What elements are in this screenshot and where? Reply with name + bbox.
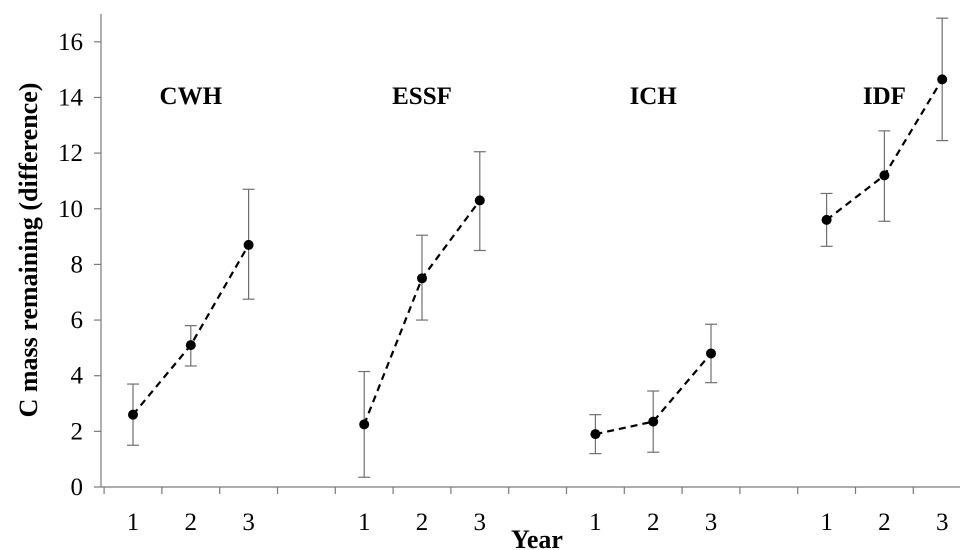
data-point xyxy=(185,340,196,351)
group-label: ICH xyxy=(630,83,678,110)
x-tick-label: 3 xyxy=(705,509,718,536)
data-point xyxy=(128,409,138,420)
x-tick-label: 3 xyxy=(474,509,487,536)
x-tick-label: 1 xyxy=(358,509,371,536)
y-tick-label: 16 xyxy=(58,29,83,56)
data-point xyxy=(359,419,370,430)
data-point xyxy=(417,273,427,284)
data-point xyxy=(590,429,601,440)
y-tick-label: 0 xyxy=(71,474,84,501)
x-tick-label: 3 xyxy=(936,509,949,536)
x-tick-label: 3 xyxy=(242,509,255,536)
group-label: IDF xyxy=(863,83,906,110)
y-tick-label: 10 xyxy=(58,196,83,223)
x-tick-label: 2 xyxy=(185,509,198,536)
data-point xyxy=(474,195,485,206)
y-tick-label: 4 xyxy=(71,363,84,390)
y-axis-title: C mass remaining (difference) xyxy=(14,83,43,418)
x-tick-label: 1 xyxy=(589,509,602,536)
data-point xyxy=(937,74,948,85)
x-axis-title: Year xyxy=(511,525,563,550)
data-point xyxy=(243,239,254,250)
y-tick-label: 14 xyxy=(58,84,84,111)
data-point xyxy=(879,170,890,181)
data-point xyxy=(706,348,716,359)
y-tick-label: 6 xyxy=(71,307,84,334)
y-tick-label: 2 xyxy=(71,418,84,445)
group-label: ESSF xyxy=(392,83,452,110)
y-tick-label: 8 xyxy=(71,251,84,278)
group-label: CWH xyxy=(160,83,223,110)
data-point xyxy=(648,416,659,427)
x-tick-label: 1 xyxy=(127,509,140,536)
x-tick-label: 2 xyxy=(647,509,660,536)
data-point xyxy=(821,214,832,225)
x-tick-label: 1 xyxy=(820,509,833,536)
x-tick-label: 2 xyxy=(416,509,429,536)
x-tick-label: 2 xyxy=(878,509,891,536)
y-tick-label: 12 xyxy=(58,140,83,167)
